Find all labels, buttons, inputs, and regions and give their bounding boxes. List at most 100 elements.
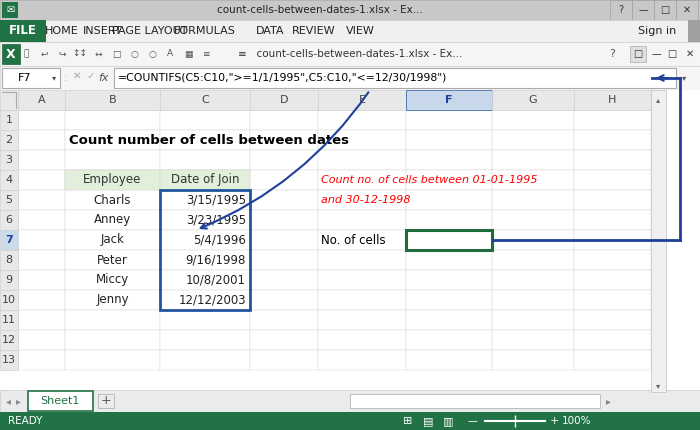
Text: FILE: FILE (9, 25, 37, 37)
Text: Sign in: Sign in (638, 26, 676, 36)
Bar (65, 150, 160, 170)
Bar (0, 130, 18, 150)
Bar (250, 150, 318, 170)
Bar (574, 290, 651, 310)
Bar (65, 250, 160, 270)
Bar (574, 110, 651, 130)
Bar (250, 190, 318, 210)
Bar (0, 412, 700, 430)
Text: ✕: ✕ (686, 49, 694, 59)
Bar (318, 250, 406, 270)
Bar (492, 230, 574, 250)
Bar (250, 310, 318, 330)
Text: 2: 2 (6, 135, 13, 145)
Bar (18, 150, 65, 170)
Bar (18, 250, 65, 270)
Bar (651, 90, 666, 392)
Bar (492, 110, 574, 130)
Text: 3: 3 (6, 155, 13, 165)
Bar (0, 90, 700, 392)
Bar (160, 350, 250, 370)
Text: fx: fx (98, 73, 108, 83)
Text: ✉: ✉ (6, 5, 14, 15)
Text: 9/16/1998: 9/16/1998 (186, 254, 246, 267)
Bar (28, 391, 93, 411)
Bar (65, 230, 160, 250)
Bar (0, 110, 18, 130)
Bar (688, 20, 700, 42)
Bar (0, 210, 18, 230)
Bar (0, 42, 700, 66)
Text: ○: ○ (130, 49, 138, 58)
Text: ▴: ▴ (656, 95, 660, 104)
Text: G: G (528, 95, 538, 105)
Bar (160, 150, 250, 170)
Text: Count no. of cells between 01-01-1995: Count no. of cells between 01-01-1995 (321, 175, 538, 185)
Text: +: + (550, 416, 559, 426)
Bar (632, 0, 654, 20)
Text: ✕: ✕ (683, 5, 691, 15)
Bar (0, 190, 18, 210)
Text: ▥: ▥ (442, 416, 454, 426)
Text: Jenny: Jenny (96, 294, 129, 307)
Text: PAGE LAYOUT: PAGE LAYOUT (112, 26, 188, 36)
Bar (318, 330, 406, 350)
Text: ▾: ▾ (656, 381, 660, 390)
Text: Count number of cells between dates: Count number of cells between dates (69, 133, 349, 147)
Bar (160, 130, 250, 150)
Text: 4: 4 (479, 233, 487, 246)
Bar (65, 310, 160, 330)
Text: Jack: Jack (101, 233, 125, 246)
Bar (160, 90, 250, 110)
Text: ↪: ↪ (58, 49, 66, 58)
Bar (406, 210, 492, 230)
Text: 12/12/2003: 12/12/2003 (178, 294, 246, 307)
Text: :: : (64, 73, 68, 83)
Bar (0, 20, 700, 42)
Bar (18, 210, 65, 230)
Bar (0, 350, 18, 370)
Bar (250, 290, 318, 310)
Text: B: B (108, 95, 116, 105)
Text: ≡: ≡ (202, 49, 210, 58)
Text: C: C (201, 95, 209, 105)
Bar (610, 0, 632, 20)
Text: Date of Join: Date of Join (171, 173, 239, 187)
Bar (65, 270, 160, 290)
Text: No. of cells: No. of cells (321, 233, 386, 246)
Bar (574, 250, 651, 270)
Bar (492, 170, 574, 190)
Bar (160, 290, 250, 310)
Text: 5/4/1996: 5/4/1996 (193, 233, 246, 246)
Bar (0, 270, 18, 290)
Bar (18, 110, 65, 130)
Bar (160, 310, 250, 330)
Text: Employee: Employee (83, 173, 141, 187)
Bar (630, 46, 646, 62)
Bar (18, 190, 65, 210)
Bar (318, 110, 406, 130)
Bar (0, 0, 700, 20)
Text: and 30-12-1998: and 30-12-1998 (321, 195, 410, 205)
Text: 7: 7 (5, 235, 13, 245)
Bar (160, 170, 250, 190)
Text: H: H (608, 95, 617, 105)
Text: +: + (101, 394, 111, 408)
Text: 10: 10 (2, 295, 16, 305)
Bar (406, 90, 492, 110)
Bar (406, 250, 492, 270)
Bar (0, 310, 18, 330)
Bar (574, 150, 651, 170)
Text: □: □ (660, 5, 670, 15)
Bar (492, 350, 574, 370)
Bar (250, 270, 318, 290)
Bar (65, 130, 160, 150)
Text: ▤: ▤ (423, 416, 433, 426)
Bar (574, 310, 651, 330)
Bar (492, 190, 574, 210)
Text: count-cells-between-dates-1.xlsx - Ex...: count-cells-between-dates-1.xlsx - Ex... (217, 5, 423, 15)
Text: □: □ (667, 49, 677, 59)
Bar (350, 394, 600, 408)
Bar (574, 190, 651, 210)
Bar (0, 330, 18, 350)
